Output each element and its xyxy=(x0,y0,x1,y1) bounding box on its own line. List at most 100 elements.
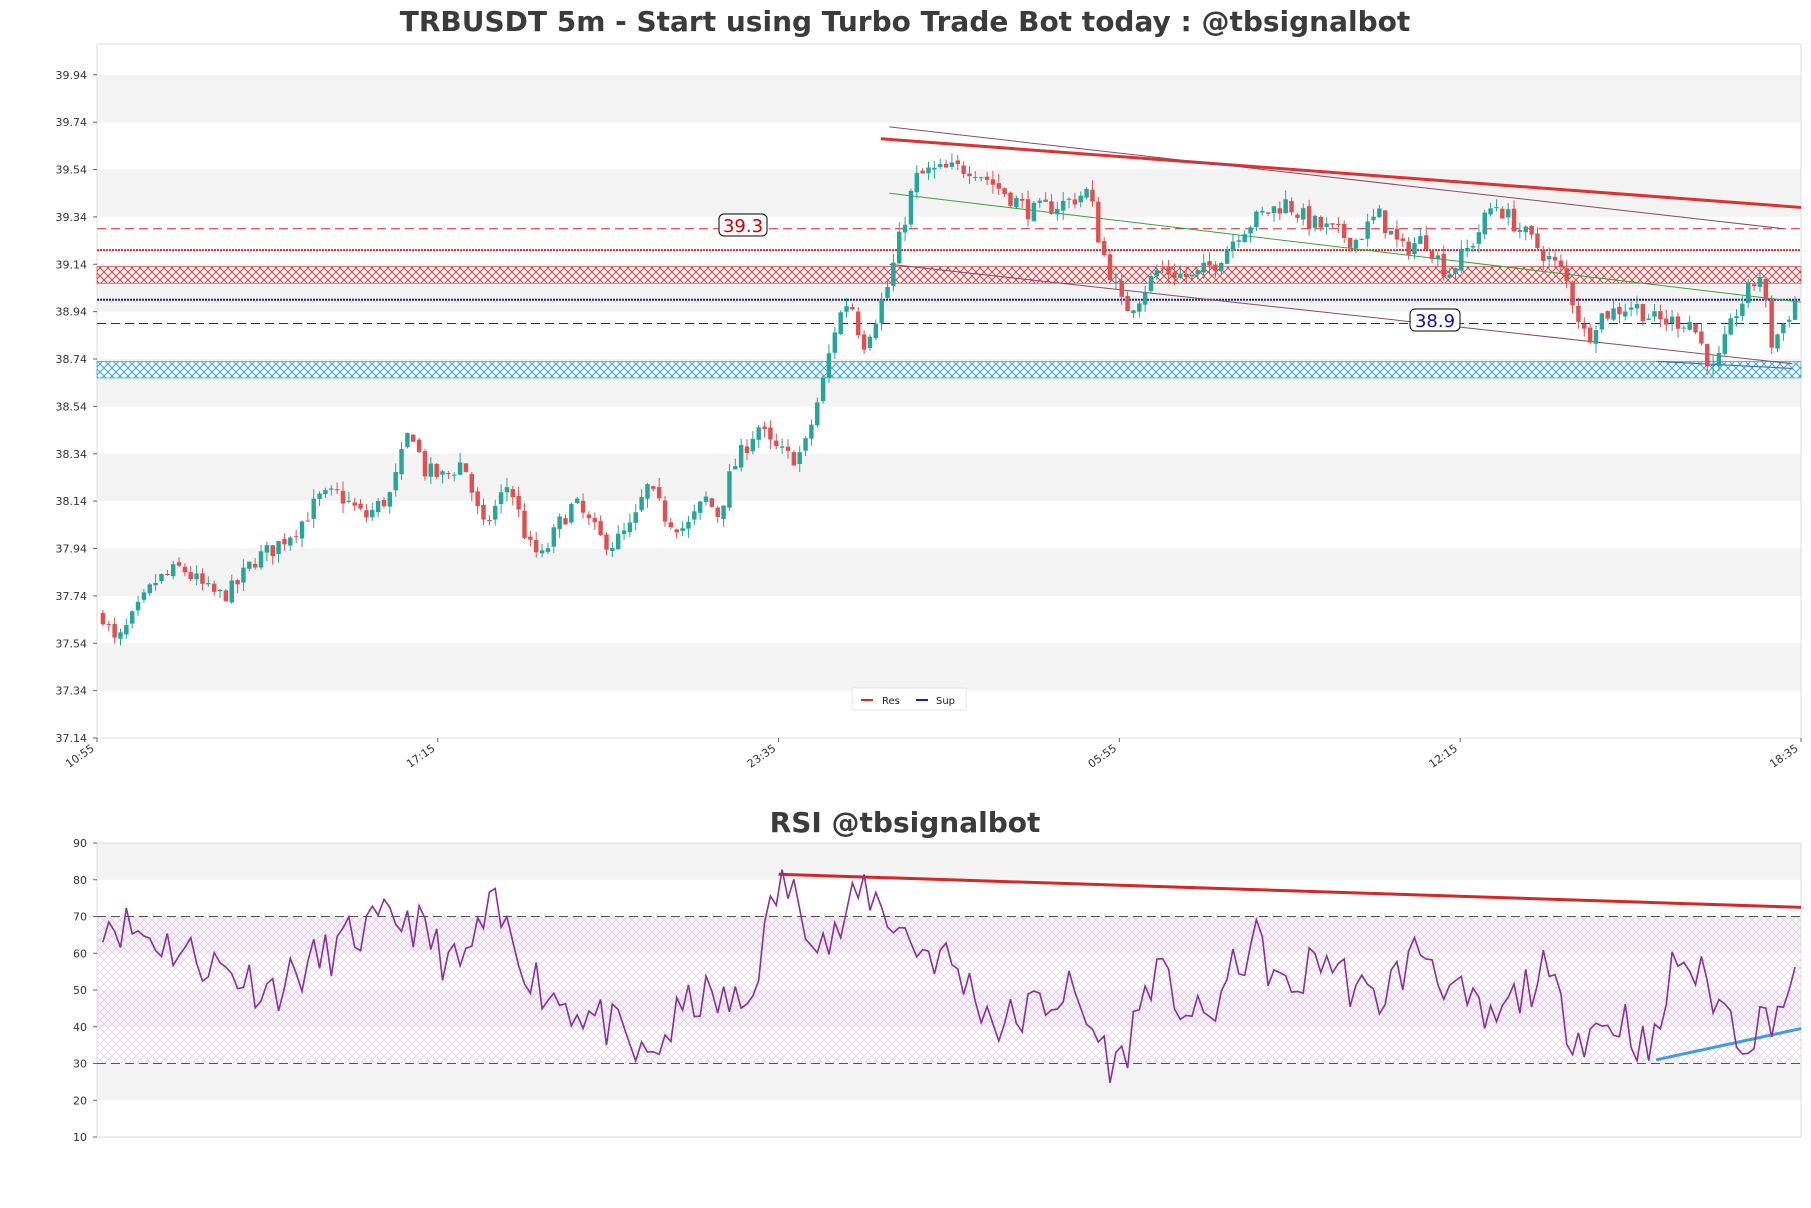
candle-body xyxy=(106,624,112,626)
rsi-y-tick-label: 20 xyxy=(73,1094,87,1107)
y-tick-label: 37.54 xyxy=(56,637,88,650)
candle-body xyxy=(1347,237,1353,248)
candle-body xyxy=(1500,208,1505,219)
candle-body xyxy=(621,530,627,535)
y-tick-label: 38.74 xyxy=(56,353,88,366)
candle-body xyxy=(1207,261,1212,266)
candle-body xyxy=(1728,318,1733,335)
candle-body xyxy=(1558,260,1564,267)
candle-body xyxy=(1652,311,1657,317)
candle-body xyxy=(809,424,814,439)
candle-body xyxy=(955,160,961,165)
candle-body xyxy=(1359,239,1365,241)
candle-body xyxy=(1306,206,1312,229)
candle-body xyxy=(1763,278,1769,300)
candle-body xyxy=(1529,225,1534,235)
candle-body xyxy=(440,471,445,475)
candle-body xyxy=(1002,188,1007,195)
candle-body xyxy=(188,572,193,579)
candle-body xyxy=(1751,284,1757,287)
support-zone xyxy=(96,361,1802,379)
candle-body xyxy=(1628,307,1634,310)
candle-body xyxy=(1137,303,1142,312)
candle-body xyxy=(1429,250,1435,259)
candle-body xyxy=(217,590,223,592)
y-tick-label: 39.94 xyxy=(56,69,88,82)
candle-body xyxy=(569,503,574,523)
candle-body xyxy=(1681,327,1687,329)
candle-body xyxy=(1371,216,1376,221)
candle-body xyxy=(446,473,451,475)
x-tick-label: 10:55 xyxy=(63,742,96,771)
candle-body xyxy=(1541,250,1546,261)
y-tick-label: 39.34 xyxy=(56,211,88,224)
candle-body xyxy=(1775,334,1780,349)
main-levels xyxy=(97,228,1801,324)
candle-body xyxy=(592,517,597,523)
annotation-sup-label: 38.9 xyxy=(1415,311,1455,332)
candle-body xyxy=(856,311,861,336)
candle-body xyxy=(1576,305,1581,322)
candle-body xyxy=(791,452,797,466)
main-y-ticks: 37.14 37.34 37.54 37.74 37.94 38.14 38.34 38.54… xyxy=(56,69,97,745)
candle-body xyxy=(118,632,123,639)
candle-body xyxy=(475,491,480,507)
candle-body xyxy=(563,518,568,525)
candle-body xyxy=(387,492,393,507)
candle-body xyxy=(1570,281,1575,306)
main-zones xyxy=(96,266,1802,379)
resistance-zone xyxy=(96,266,1802,284)
candle-body xyxy=(1025,199,1031,220)
rsi-chart-title: RSI @tbsignalbot xyxy=(770,806,1041,839)
candle-body xyxy=(680,528,685,532)
candle-body xyxy=(1060,200,1066,211)
candle-body xyxy=(405,432,410,448)
candle-body xyxy=(891,262,896,286)
y-tick-label: 37.14 xyxy=(56,732,88,745)
candle-body xyxy=(656,487,662,499)
candle-body xyxy=(914,172,920,193)
candle-body xyxy=(1271,206,1277,214)
candle-body xyxy=(1464,247,1470,252)
candle-body xyxy=(762,426,767,430)
candle-body xyxy=(1740,303,1745,316)
candle-body xyxy=(1189,274,1195,277)
candle-body xyxy=(1201,262,1206,273)
candle-body xyxy=(990,179,996,185)
candle-body xyxy=(1142,292,1148,305)
candle-body xyxy=(1511,208,1517,232)
candle-body xyxy=(1605,311,1610,319)
candle-body xyxy=(1394,228,1400,240)
candle-body xyxy=(1295,214,1300,218)
candle-body xyxy=(1031,202,1037,222)
candle-body xyxy=(1617,306,1622,315)
rsi-resistance-trendline xyxy=(778,872,1802,909)
candle-body xyxy=(1219,262,1224,272)
candle-body xyxy=(229,580,234,603)
candle-body xyxy=(112,624,117,638)
candle-body xyxy=(1388,230,1394,235)
candle-body xyxy=(1277,208,1283,214)
main-chart-title: TRBUSDT 5m - Start using Turbo Trade Bot… xyxy=(400,5,1411,38)
candle-body xyxy=(779,446,785,448)
candle-body xyxy=(715,507,720,517)
rsi-line xyxy=(102,869,1796,1083)
candle-body xyxy=(984,176,990,180)
candle-body xyxy=(1640,304,1646,322)
rsi-y-tick-label: 50 xyxy=(73,984,87,997)
candle-body xyxy=(1014,198,1019,208)
candle-body xyxy=(774,440,779,447)
candle-body xyxy=(1101,240,1107,255)
candle-body xyxy=(1154,270,1160,277)
candle-body xyxy=(211,583,217,592)
candle-body xyxy=(897,231,902,264)
candle-body xyxy=(1312,215,1318,228)
candle-body xyxy=(469,474,475,493)
candle-body xyxy=(744,446,750,454)
candle-body xyxy=(247,561,252,569)
candle-body xyxy=(1710,364,1716,367)
candle-body xyxy=(756,427,761,440)
candle-body xyxy=(510,489,516,498)
band xyxy=(97,453,1801,502)
candle-body xyxy=(293,536,299,538)
